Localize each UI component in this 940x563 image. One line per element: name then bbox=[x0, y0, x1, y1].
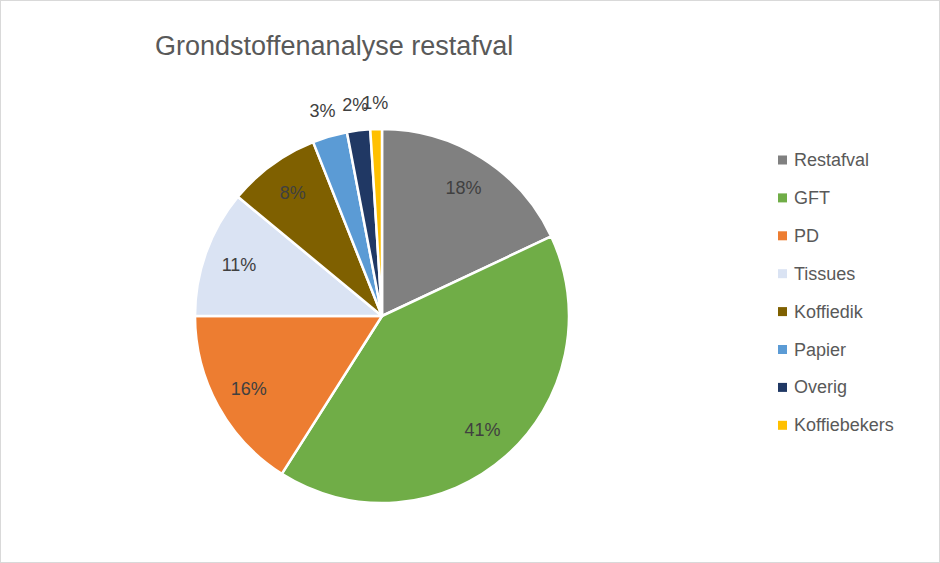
pie-slices bbox=[195, 129, 569, 503]
legend-label: GFT bbox=[794, 188, 830, 208]
data-label: 18% bbox=[445, 178, 481, 198]
legend-label: Koffiebekers bbox=[794, 415, 894, 435]
pie-slice bbox=[195, 316, 382, 474]
chart-border bbox=[1, 1, 940, 563]
data-label: 11% bbox=[222, 255, 257, 275]
legend-swatch bbox=[778, 156, 787, 165]
legend-swatch bbox=[778, 307, 787, 316]
legend-swatch bbox=[778, 345, 787, 354]
data-label: 1% bbox=[362, 93, 388, 113]
data-label: 8% bbox=[280, 183, 306, 203]
chart-title: Grondstoffenanalyse restafval bbox=[155, 31, 513, 61]
legend-label: Restafval bbox=[794, 150, 869, 170]
legend-swatch bbox=[778, 193, 787, 202]
legend-label: Tissues bbox=[794, 264, 855, 284]
legend: Restafval GFT PD Tissues Koffiedik Papier Over… bbox=[778, 150, 894, 435]
legend-label: Koffiedik bbox=[794, 302, 864, 322]
legend-swatch bbox=[778, 269, 787, 278]
pie-slice bbox=[347, 129, 382, 316]
legend-swatch bbox=[778, 383, 787, 392]
chart-container: Grondstoffenanalyse restafval 18% 41% 16% 11… bbox=[0, 0, 940, 563]
data-label: 16% bbox=[231, 379, 267, 399]
legend-swatch bbox=[778, 231, 787, 240]
legend-swatch bbox=[778, 421, 787, 430]
legend-label: Overig bbox=[794, 377, 847, 397]
pie-slice bbox=[370, 129, 382, 316]
chart-svg: Grondstoffenanalyse restafval 18% 41% 16% 11… bbox=[0, 0, 940, 563]
data-label: 41% bbox=[465, 420, 501, 440]
data-label: 3% bbox=[310, 101, 336, 121]
legend-label: Papier bbox=[794, 340, 846, 360]
pie-labels: 18%41%16%11%8%3%2%1% bbox=[222, 93, 501, 440]
legend-label: PD bbox=[794, 226, 819, 246]
